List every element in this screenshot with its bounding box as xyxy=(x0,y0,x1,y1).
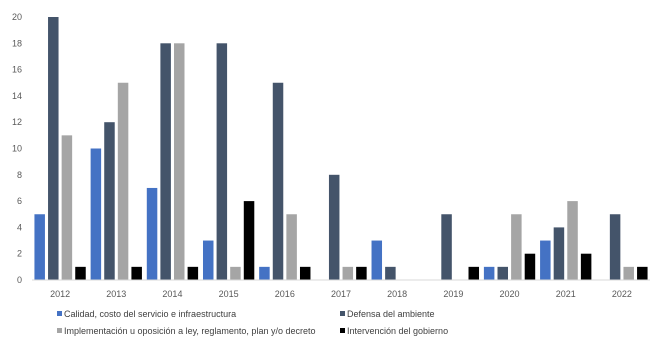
legend-swatch xyxy=(340,311,345,316)
bar-2017-series-4 xyxy=(356,266,367,280)
bar-2014-series-3 xyxy=(174,43,185,280)
bar-2022-series-3 xyxy=(623,266,634,280)
bar-2021-series-2 xyxy=(553,227,565,280)
bar-2021-series-4 xyxy=(580,253,592,280)
bar-2015-series-4 xyxy=(243,201,255,280)
legend-label: Implementación u oposición a ley, reglam… xyxy=(64,326,315,336)
legend-swatch xyxy=(57,328,62,333)
bar-2013-series-2 xyxy=(104,122,115,280)
bar-2014-series-4 xyxy=(187,266,199,280)
x-tick-label: 2014 xyxy=(162,289,182,299)
legend: Calidad, costo del servicio e infraestru… xyxy=(57,309,448,336)
x-tick-label: 2020 xyxy=(500,289,520,299)
bar-2017-series-3 xyxy=(342,266,354,280)
bar-2015-series-1 xyxy=(202,240,214,280)
y-tick-label: 14 xyxy=(12,91,22,101)
bar-2020-series-4 xyxy=(524,253,536,280)
legend-swatch xyxy=(57,311,62,316)
bar-2012-series-2 xyxy=(48,17,59,280)
bar-2014-series-2 xyxy=(160,43,171,280)
bar-2019-series-4 xyxy=(468,266,480,280)
bar-2012-series-4 xyxy=(75,266,86,280)
y-tick-label: 2 xyxy=(17,249,22,259)
bar-2016-series-1 xyxy=(259,266,270,280)
y-tick-label: 6 xyxy=(17,196,22,206)
bar-2012-series-1 xyxy=(34,214,45,280)
y-tick-label: 4 xyxy=(17,222,22,232)
bar-2019-series-2 xyxy=(441,214,452,280)
bar-2016-series-4 xyxy=(299,266,311,280)
bar-2022-series-4 xyxy=(637,266,648,280)
bar-2020-series-2 xyxy=(497,266,508,280)
legend-label: Calidad, costo del servicio e infraestru… xyxy=(64,309,236,319)
bar-2013-series-4 xyxy=(131,266,142,280)
bars-layer xyxy=(34,17,648,280)
bar-2017-series-2 xyxy=(328,174,340,280)
legend-item: Calidad, costo del servicio e infraestru… xyxy=(57,309,236,319)
x-tick-label: 2019 xyxy=(443,289,463,299)
x-tick-label: 2013 xyxy=(106,289,126,299)
legend-label: Intervención del gobierno xyxy=(347,326,448,336)
x-tick-label: 2015 xyxy=(219,289,239,299)
legend-item: Intervención del gobierno xyxy=(340,326,448,336)
y-tick-label: 0 xyxy=(17,275,22,285)
x-tick-label: 2021 xyxy=(556,289,576,299)
y-tick-label: 20 xyxy=(12,12,22,22)
legend-label: Defensa del ambiente xyxy=(347,309,435,319)
y-tick-label: 12 xyxy=(12,117,22,127)
bar-2018-series-1 xyxy=(371,240,383,280)
bar-2016-series-2 xyxy=(272,82,284,280)
x-tick-label: 2016 xyxy=(275,289,295,299)
bar-2021-series-1 xyxy=(540,240,551,280)
y-tick-label: 16 xyxy=(12,65,22,75)
x-tick-label: 2018 xyxy=(387,289,407,299)
y-tick-label: 10 xyxy=(12,144,22,154)
y-axis: 0 2 4 6 8 10 12 14 16 18 20 xyxy=(12,12,22,285)
bar-2014-series-1 xyxy=(146,187,158,280)
bar-2013-series-1 xyxy=(90,148,102,280)
y-tick-label: 18 xyxy=(12,38,22,48)
legend-swatch xyxy=(340,328,345,333)
x-tick-label: 2012 xyxy=(50,289,70,299)
bar-2021-series-3 xyxy=(567,201,578,280)
x-tick-label: 2022 xyxy=(612,289,632,299)
legend-item: Defensa del ambiente xyxy=(340,309,435,319)
bar-2020-series-1 xyxy=(483,266,495,280)
bar-2022-series-2 xyxy=(609,214,621,280)
bar-2012-series-3 xyxy=(61,135,73,280)
bar-2020-series-3 xyxy=(511,214,522,280)
bar-2018-series-2 xyxy=(385,266,396,280)
legend-item: Implementación u oposición a ley, reglam… xyxy=(57,326,315,336)
y-tick-label: 8 xyxy=(17,170,22,180)
bar-2016-series-3 xyxy=(286,214,297,280)
bar-2015-series-3 xyxy=(230,266,241,280)
bar-2013-series-3 xyxy=(117,82,129,280)
x-axis: 2012 2013 2014 2015 2016 2017 2018 2019 2020 2021… xyxy=(50,289,632,299)
bar-2015-series-2 xyxy=(216,43,228,280)
x-tick-label: 2017 xyxy=(331,289,351,299)
